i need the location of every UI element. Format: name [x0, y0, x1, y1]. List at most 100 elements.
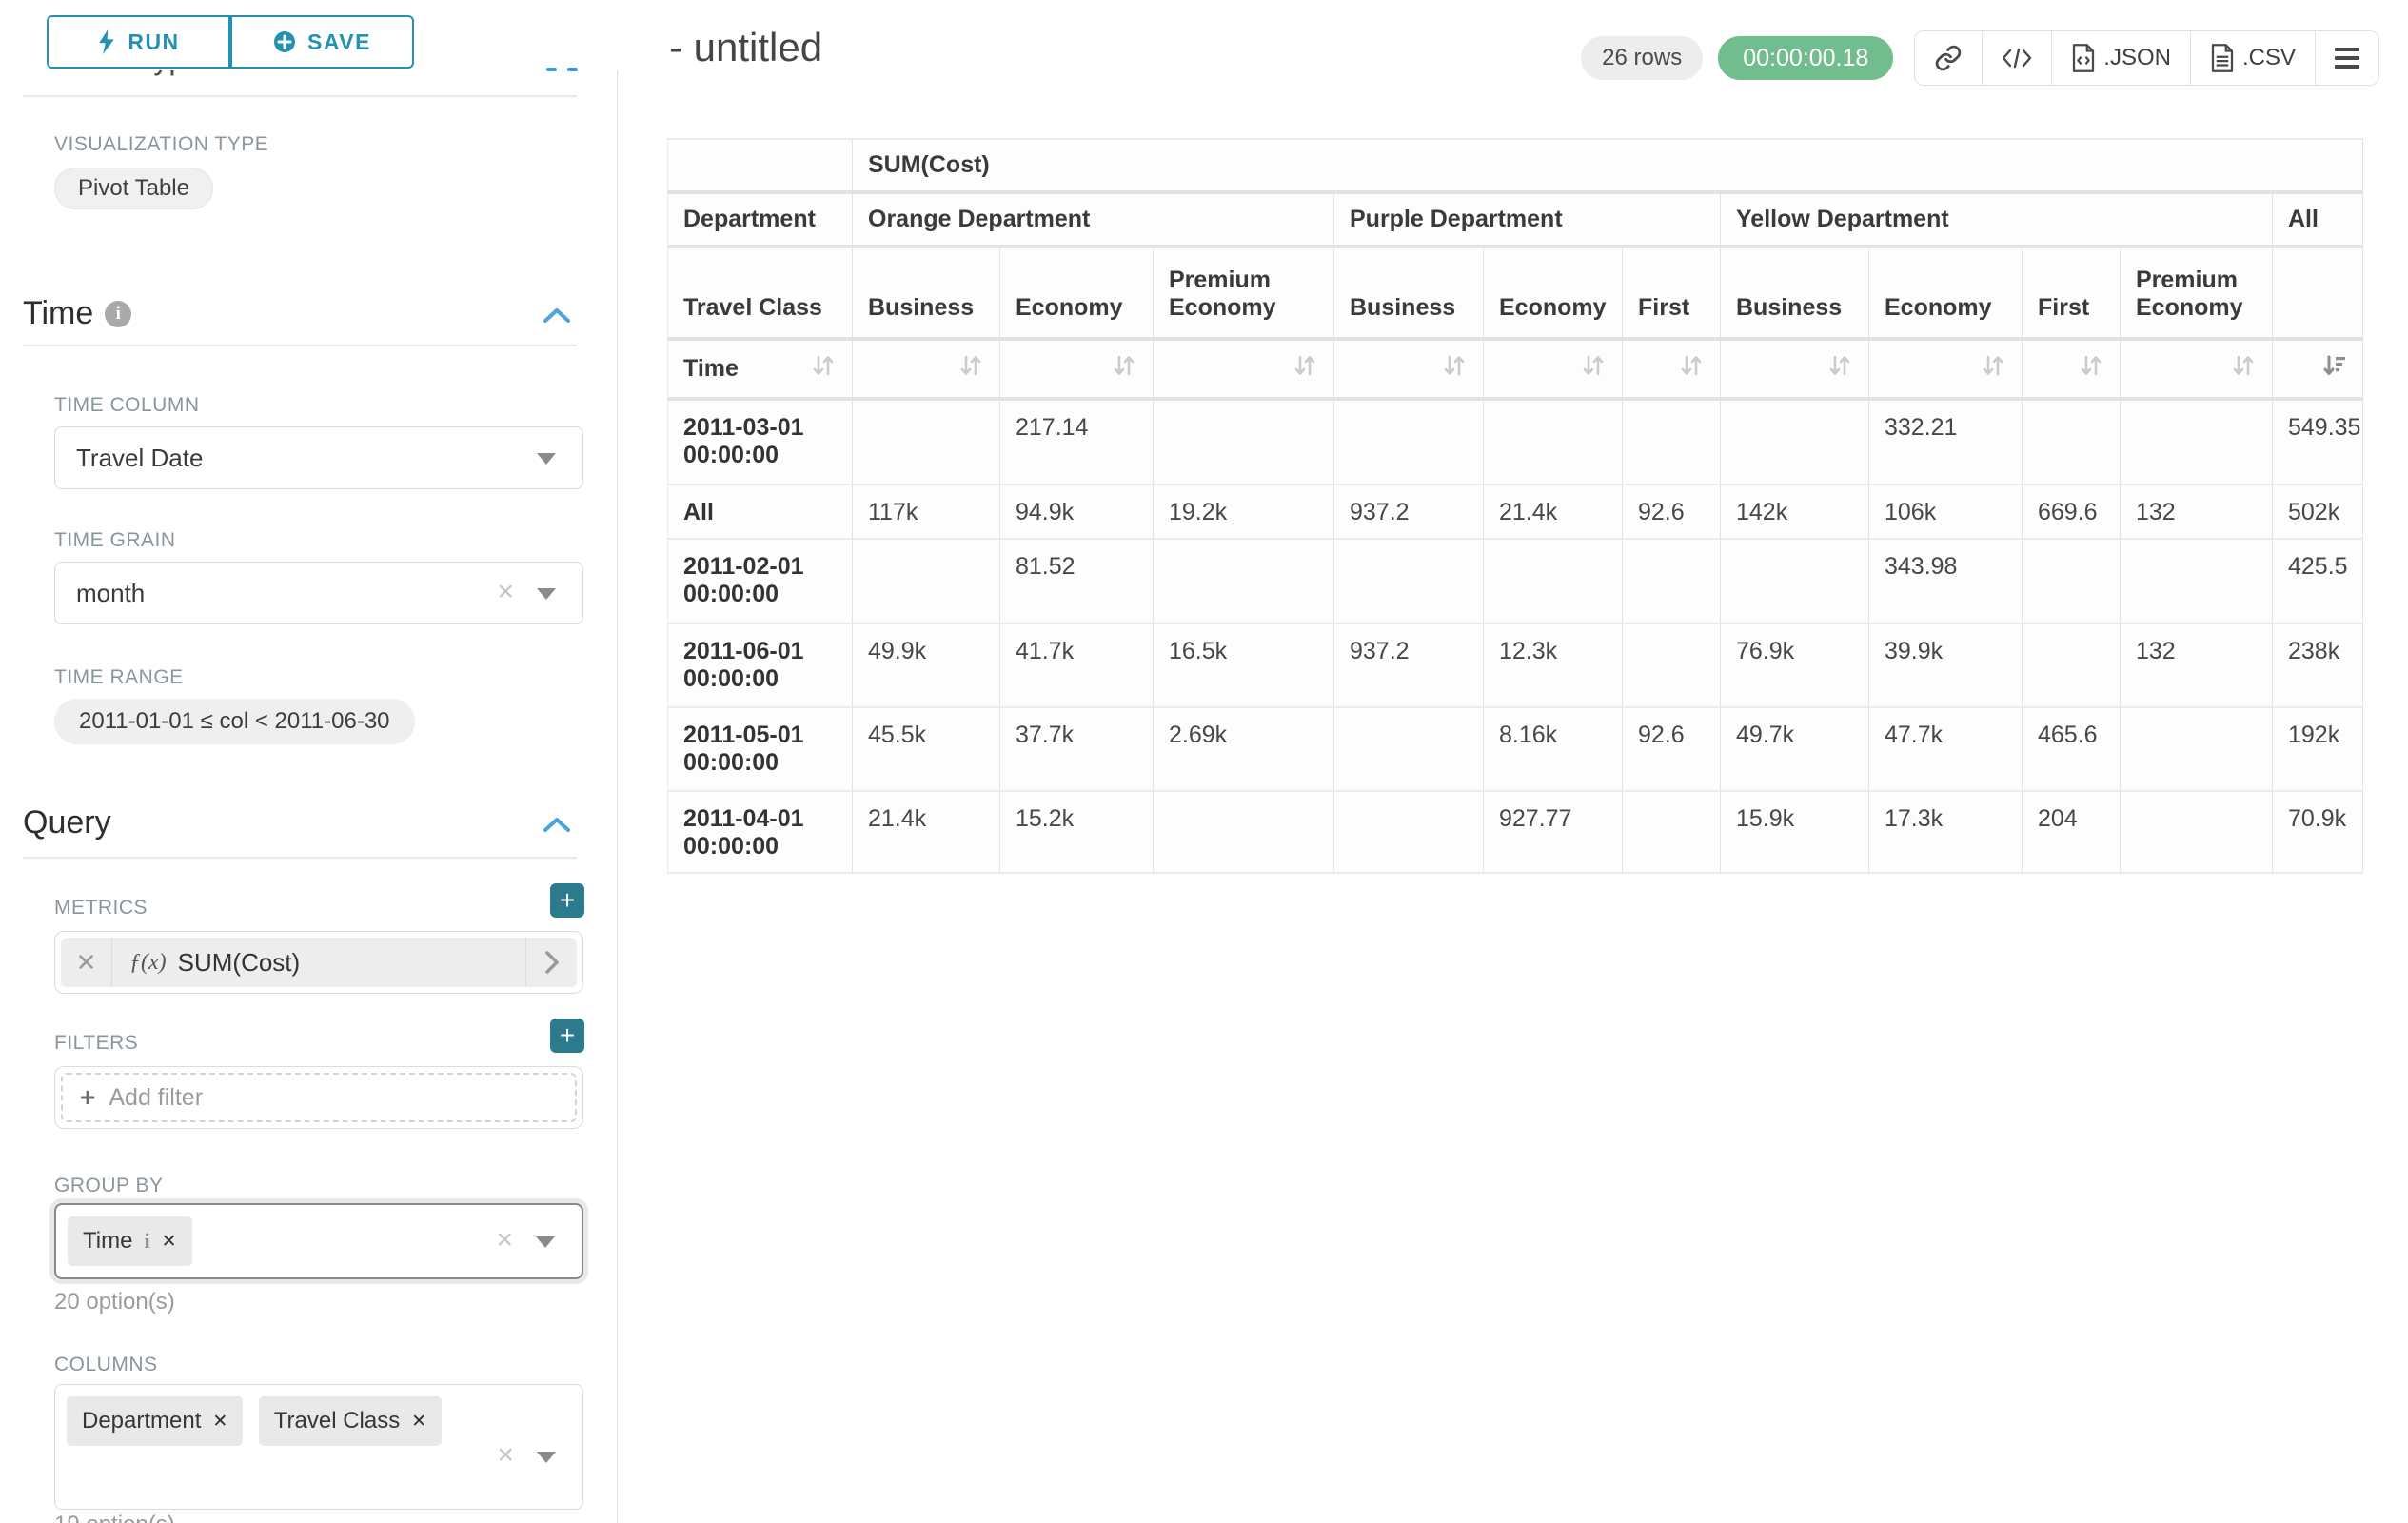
sort-toggle-icon[interactable] — [1980, 352, 2006, 386]
travel-class-header[interactable]: Economy — [1869, 248, 2023, 341]
sort-toggle-icon[interactable] — [1826, 352, 1853, 386]
value-cell: 21.4k — [1484, 485, 1623, 540]
remove-tag-icon[interactable]: ✕ — [162, 1231, 177, 1253]
visualization-type-value[interactable]: Pivot Table — [54, 168, 213, 209]
sort-toggle-icon[interactable] — [1580, 352, 1607, 386]
collapse-chevron-up-icon[interactable] — [543, 816, 571, 833]
group-by-select[interactable]: Time i ✕ × — [54, 1203, 583, 1279]
time-column-select[interactable]: Travel Date — [54, 426, 583, 489]
metric-header-cell[interactable]: SUM(Cost) — [853, 138, 2363, 194]
value-cell: 21.4k — [853, 792, 1000, 874]
sort-descending-active-icon[interactable] — [2320, 352, 2347, 386]
hamburger-menu-icon — [2335, 48, 2359, 69]
export-json-button[interactable]: .JSON — [2052, 31, 2191, 85]
department-group-header[interactable]: Purple Department — [1334, 194, 1721, 248]
columns-tag[interactable]: Department ✕ — [67, 1396, 243, 1446]
filters-container: + Add filter — [54, 1066, 583, 1129]
travel-class-header[interactable]: Business — [1721, 248, 1869, 341]
department-group-header[interactable]: Yellow Department — [1721, 194, 2273, 248]
time-grain-select[interactable]: month × — [54, 562, 583, 624]
value-cell: 106k — [1869, 485, 2023, 540]
add-filter-plus-button[interactable]: + — [550, 1019, 584, 1053]
collapse-chevron-up-icon[interactable] — [543, 307, 571, 324]
travel-class-header[interactable]: Business — [1334, 248, 1484, 341]
value-cell — [2023, 624, 2121, 708]
travel-class-header[interactable]: Economy — [1484, 248, 1623, 341]
value-cell: 204 — [2023, 792, 2121, 874]
value-cell: 343.98 — [1869, 540, 2023, 624]
columns-tag[interactable]: Travel Class ✕ — [259, 1396, 442, 1446]
plus-icon: + — [80, 1082, 95, 1113]
copy-link-button[interactable] — [1915, 31, 1983, 85]
menu-button[interactable] — [2316, 31, 2378, 85]
sort-header-cell — [1154, 341, 1334, 401]
travel-class-header[interactable]: Economy — [1000, 248, 1154, 341]
value-cell — [1484, 401, 1623, 485]
filters-label: FILTERS — [54, 1032, 138, 1055]
info-icon[interactable]: i — [144, 1229, 149, 1254]
sort-toggle-icon[interactable] — [1292, 352, 1318, 386]
info-icon[interactable]: i — [105, 301, 131, 327]
department-group-header[interactable]: Orange Department — [853, 194, 1334, 248]
department-group-header[interactable]: All — [2273, 194, 2363, 248]
value-cell: 502k — [2273, 485, 2363, 540]
value-cell: 16.5k — [1154, 624, 1334, 708]
time-column-value: Travel Date — [76, 444, 203, 473]
value-cell — [1334, 708, 1484, 792]
chevron-down-icon — [537, 453, 556, 465]
sort-toggle-icon[interactable] — [1111, 352, 1137, 386]
clear-icon[interactable]: × — [497, 578, 514, 606]
remove-tag-icon[interactable]: ✕ — [212, 1411, 227, 1433]
chevron-right-icon[interactable] — [525, 938, 577, 987]
sort-toggle-icon[interactable] — [957, 352, 984, 386]
remove-tag-icon[interactable]: ✕ — [411, 1411, 426, 1433]
pivot-table-container: SUM(Cost) Department Orange DepartmentPu… — [667, 138, 2363, 874]
add-filter-button[interactable]: + Add filter — [61, 1073, 577, 1122]
chevron-down-icon — [537, 1452, 556, 1463]
travel-class-header[interactable]: Business — [853, 248, 1000, 341]
sort-header-cell — [2273, 341, 2363, 401]
value-cell: 37.7k — [1000, 708, 1154, 792]
sort-toggle-icon[interactable] — [2078, 352, 2104, 386]
sort-toggle-icon[interactable] — [2230, 352, 2257, 386]
travel-class-header[interactable]: First — [2023, 248, 2121, 341]
sort-toggle-icon[interactable] — [1441, 352, 1468, 386]
pivot-table-row: 2011-03-01 00:00:00217.14332.21549.35 — [667, 401, 2363, 485]
group-by-tag[interactable]: Time i ✕ — [68, 1216, 192, 1266]
run-button[interactable]: RUN — [47, 15, 230, 69]
value-cell: 937.2 — [1334, 624, 1484, 708]
clear-icon[interactable]: × — [497, 1441, 514, 1470]
value-cell: 117k — [853, 485, 1000, 540]
clear-icon[interactable]: × — [496, 1226, 513, 1255]
value-cell: 937.2 — [1334, 485, 1484, 540]
remove-metric-icon[interactable]: ✕ — [61, 938, 112, 987]
sidebar-topbar: RUN SAVE — [0, 0, 618, 70]
metric-item[interactable]: ✕ ƒ(x) SUM(Cost) — [61, 938, 577, 987]
columns-select[interactable]: Department ✕ Travel Class ✕ × — [54, 1384, 583, 1510]
travel-class-header[interactable]: First — [1623, 248, 1721, 341]
travel-class-header[interactable] — [2273, 248, 2363, 341]
sort-toggle-icon[interactable] — [1678, 352, 1705, 386]
add-metric-button[interactable]: + — [550, 883, 584, 918]
pivot-corner-cell — [667, 138, 853, 194]
time-range-label: TIME RANGE — [54, 666, 184, 689]
value-cell — [2121, 708, 2273, 792]
export-button-group: .JSON .CSV — [1914, 30, 2379, 86]
save-button[interactable]: SAVE — [230, 15, 414, 69]
value-cell: 142k — [1721, 485, 1869, 540]
value-cell: 192k — [2273, 708, 2363, 792]
value-cell — [1623, 540, 1721, 624]
sort-toggle-icon[interactable] — [810, 352, 837, 386]
value-cell — [1154, 792, 1334, 874]
chart-title[interactable]: - untitled — [669, 25, 822, 70]
code-icon — [2002, 45, 2032, 71]
embed-code-button[interactable] — [1983, 31, 2052, 85]
value-cell: 19.2k — [1154, 485, 1334, 540]
travel-class-header[interactable]: Premium Economy — [1154, 248, 1334, 341]
time-range-value[interactable]: 2011-01-01 ≤ col < 2011-06-30 — [54, 699, 415, 744]
row-label-cell: 2011-03-01 00:00:00 — [667, 401, 853, 485]
value-cell — [1721, 540, 1869, 624]
travel-class-header[interactable]: Premium Economy — [2121, 248, 2273, 341]
sort-header-cell — [2121, 341, 2273, 401]
export-csv-button[interactable]: .CSV — [2191, 31, 2316, 85]
